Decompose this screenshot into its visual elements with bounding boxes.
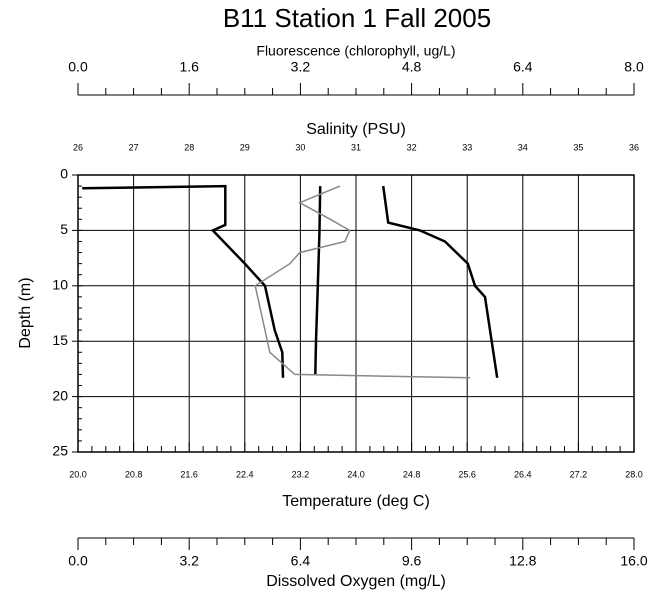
y-tick-label: 20 (52, 387, 68, 403)
x-tick-label: 27.2 (570, 469, 588, 479)
x-tick-label: 22.4 (236, 469, 254, 479)
x-tick-label: 30 (295, 142, 305, 152)
profile-line (314, 186, 322, 375)
x-tick-label: 28.0 (625, 469, 643, 479)
x-tick-label: 20.8 (125, 469, 143, 479)
x-tick-label: 3.2 (291, 59, 311, 75)
x-tick-label: 23.2 (292, 469, 310, 479)
x-tick-label: 27 (129, 142, 139, 152)
profile-line (82, 184, 285, 378)
axis-title: Dissolved Oxygen (mg/L) (266, 573, 446, 590)
y-axis-title: Depth (m) (17, 277, 34, 348)
x-tick-label: 25.6 (458, 469, 476, 479)
x-tick-label: 16.0 (620, 553, 647, 569)
x-tick-label: 9.6 (402, 553, 422, 569)
x-tick-label: 6.4 (513, 59, 533, 75)
x-tick-label: 32 (407, 142, 417, 152)
axis-title: Fluorescence (chlorophyll, ug/L) (256, 43, 455, 59)
y-tick-label: 15 (52, 332, 68, 348)
y-tick-label: 25 (52, 443, 68, 459)
x-tick-label: 36 (629, 142, 639, 152)
chart-title: B11 Station 1 Fall 2005 (223, 3, 491, 33)
axis-title: Salinity (PSU) (306, 121, 406, 138)
x-tick-label: 6.4 (291, 553, 311, 569)
x-tick-label: 8.0 (624, 59, 644, 75)
y-tick-label: 10 (52, 277, 68, 293)
x-tick-label: 24.8 (403, 469, 421, 479)
profile-line (381, 185, 499, 378)
x-tick-label: 26.4 (514, 469, 532, 479)
x-tick-label: 31 (351, 142, 361, 152)
x-tick-label: 21.6 (180, 469, 198, 479)
x-tick-label: 29 (240, 142, 250, 152)
y-tick-label: 5 (60, 221, 68, 237)
x-tick-label: 35 (573, 142, 583, 152)
x-tick-label: 0.0 (68, 59, 88, 75)
x-tick-label: 24.0 (347, 469, 365, 479)
profile-line (254, 185, 471, 379)
x-tick-label: 20.0 (69, 469, 87, 479)
x-tick-label: 33 (462, 142, 472, 152)
x-tick-label: 0.0 (68, 553, 88, 569)
x-tick-label: 28 (184, 142, 194, 152)
x-tick-label: 1.6 (179, 59, 199, 75)
x-tick-label: 34 (518, 142, 528, 152)
axis-title: Temperature (deg C) (282, 493, 430, 510)
x-tick-label: 4.8 (402, 59, 422, 75)
x-tick-label: 26 (73, 142, 83, 152)
y-tick-label: 0 (60, 166, 68, 182)
x-tick-label: 12.8 (509, 553, 536, 569)
x-tick-label: 3.2 (179, 553, 199, 569)
